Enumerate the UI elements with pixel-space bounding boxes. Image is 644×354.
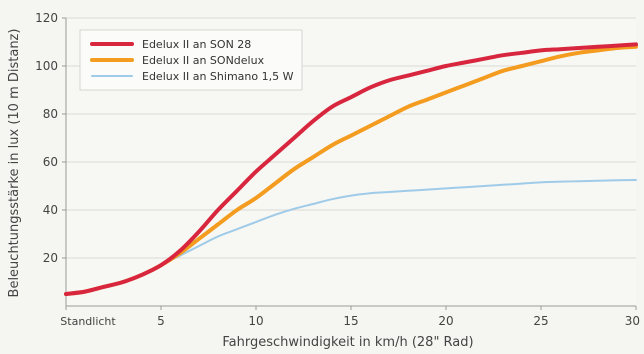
y-axis-title: Beleuchtungsstärke in lux (10 m Distanz) <box>7 29 22 298</box>
x-tick-label: 30 <box>625 314 640 328</box>
y-tick-label: 120 <box>35 11 58 25</box>
y-tick-label: 20 <box>43 251 58 265</box>
series-line-1 <box>64 42 638 296</box>
x-tick-label: 10 <box>248 314 263 328</box>
legend-label: Edelux II an SONdelux <box>142 54 265 67</box>
legend: Edelux II an SON 28 Edelux II an SONdelux… <box>79 29 303 91</box>
y-tick-label: 80 <box>43 107 58 121</box>
x-axis-title: Fahrgeschwindigkeit in km/h (28" Rad) <box>222 335 473 350</box>
x-tick-label: 15 <box>343 314 358 328</box>
y-tick-label: 60 <box>43 155 58 169</box>
legend-label: Edelux II an Shimano 1,5 W <box>142 70 294 83</box>
series-layer <box>64 42 638 296</box>
axis-layer: 20 40 60 80 100 120 Standlicht 5 10 15 20 25 30 <box>35 11 640 328</box>
x-tick-label: Standlicht <box>60 315 116 328</box>
x-tick-label: 5 <box>157 314 165 328</box>
x-tick-label: 25 <box>533 314 548 328</box>
y-tick-label: 40 <box>43 203 58 217</box>
x-tick-label: 20 <box>438 314 453 328</box>
legend-label: Edelux II an SON 28 <box>142 38 251 51</box>
y-tick-label: 100 <box>35 59 58 73</box>
